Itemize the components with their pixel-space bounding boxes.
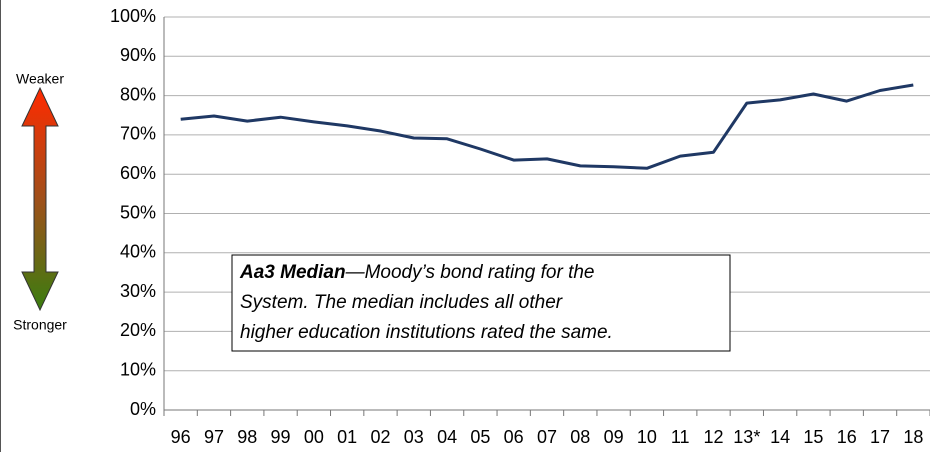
x-tick-label: 11 [671, 427, 690, 447]
weaker-label: Weaker [16, 71, 64, 87]
annotation-line: Aa3 Median—Moody’s bond rating for the [239, 262, 595, 283]
y-tick-label: 70% [120, 124, 156, 144]
x-tick-label: 15 [803, 427, 823, 447]
x-tick-label: 13* [733, 427, 760, 447]
annotation-box [231, 254, 731, 352]
x-tick-label: 05 [470, 427, 490, 447]
y-tick-label: 90% [120, 45, 156, 65]
x-tick-label: 06 [504, 427, 524, 447]
annotation-text: System. The median includes all other [240, 292, 563, 313]
x-tick-label: 17 [870, 427, 890, 447]
x-tick-label: 10 [637, 427, 657, 447]
y-tick-label: 20% [120, 320, 156, 340]
x-tick-label: 01 [337, 427, 357, 447]
x-tick-label: 97 [204, 427, 224, 447]
y-tick-label: 40% [120, 242, 156, 262]
x-tick-label: 07 [537, 427, 557, 447]
data-line [180, 83, 914, 170]
x-tick-label: 09 [604, 427, 624, 447]
annotation-title: Aa3 Median [239, 262, 346, 283]
stronger-label: Stronger [13, 317, 67, 333]
x-tick-label: 12 [704, 427, 724, 447]
x-tick-label: 99 [271, 427, 291, 447]
x-tick-label: 00 [304, 427, 324, 447]
x-tick-label: 18 [903, 427, 923, 447]
x-tick-label: 04 [437, 427, 457, 447]
x-tick-label: 98 [237, 427, 257, 447]
y-tick-label: 0% [130, 399, 156, 419]
annotation-text: —Moody’s bond rating for the [345, 262, 595, 283]
x-tick-label: 03 [404, 427, 424, 447]
strength-arrow [21, 86, 59, 312]
plot-area: 0% 10% 20% 30% 40% 50% 60% 70% 80% 90% 100% 96 97 98 9… [110, 6, 930, 447]
y-tick-label: 50% [120, 202, 156, 222]
x-tick-label: 16 [837, 427, 857, 447]
x-tick-label: 08 [570, 427, 590, 447]
y-tick-label: 100% [110, 6, 156, 26]
y-tick-label: 10% [120, 359, 156, 379]
x-tick-label: 96 [171, 427, 191, 447]
x-tick-label: 02 [370, 427, 390, 447]
x-tick-label: 14 [770, 427, 790, 447]
annotation-text: higher education institutions rated the … [240, 322, 613, 343]
y-tick-label: 80% [120, 84, 156, 104]
y-tick-label: 30% [120, 281, 156, 301]
y-tick-label: 60% [120, 163, 156, 183]
